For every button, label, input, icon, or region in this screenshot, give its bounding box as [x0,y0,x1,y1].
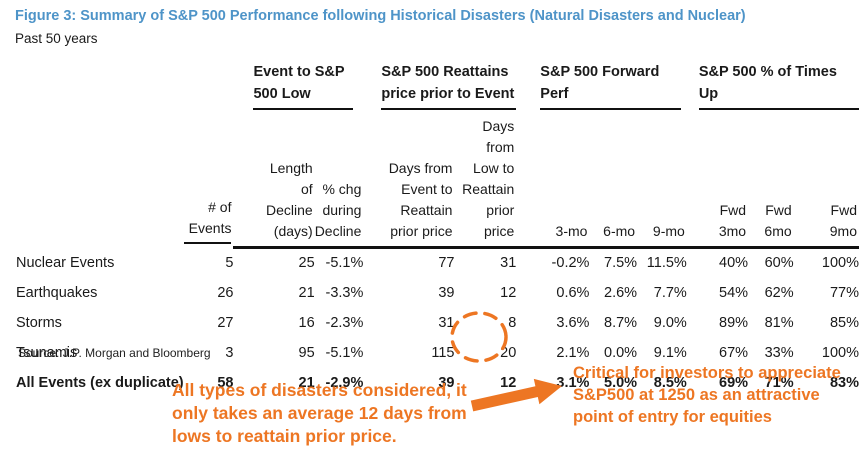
cell: -2.3% [325,314,364,331]
cell: 11.5% [646,255,687,272]
group-header-reattains: S&P 500 Reattains price prior to Event [363,55,517,110]
col-header-fwd-6mo: Fwd 6mo [748,110,794,249]
table-row-all-events: All Events (ex duplicate) 58 21 -2.9% 39… [16,368,859,398]
cell: -3.3% [325,284,364,301]
col-header-num-events: # of Events [183,110,234,248]
cell: 5.0% [604,374,638,391]
table-row-earthquakes: Earthquakes 26 21 -3.3% 39 12 0.6% 2.6% … [16,278,859,308]
group-header-row: Event to S&P 500 Low S&P 500 Reattains p… [16,55,859,110]
group-header-event-to-low: Event to S&P 500 Low [233,55,363,110]
cell: 69% [719,374,749,391]
cell: 9.0% [653,314,687,331]
cell: 8 [508,314,517,331]
column-header-spacer [16,110,184,248]
cell: -0.2% [551,255,590,272]
cell: 62% [764,284,794,301]
col-header-6mo: 6-mo [589,110,638,249]
cell: 25 [298,255,315,272]
cell: 71% [764,374,794,391]
cell: 60% [764,255,794,272]
cell: 33% [764,344,794,361]
cell: 39 [438,284,455,301]
cell: 12 [500,284,517,301]
cell: 21 [298,284,315,301]
cell: 115 [431,344,455,361]
col-header-length-decline: Length of Decline (days) [233,110,315,249]
cell: 0.6% [556,284,590,301]
performance-table: Event to S&P 500 Low S&P 500 Reattains p… [16,55,859,398]
col-header-fwd-3mo: Fwd 3mo [686,110,749,249]
cell: 67% [719,344,749,361]
cell: 3 [225,344,234,361]
row-label: Tsunamis [16,344,78,361]
group-header-forward-perf: S&P 500 Forward Perf [516,55,687,110]
annotation-left-note: All types of disasters considered, it on… [172,380,467,446]
cell: 9.1% [653,344,687,361]
cell: 0.0% [604,344,638,361]
cell: 77% [829,284,859,301]
row-label: Storms [16,314,62,331]
col-header-fwd-9mo: Fwd 9mo [793,110,859,249]
cell: 8.7% [604,314,638,331]
cell: -5.1% [325,344,364,361]
cell: 100% [821,255,859,272]
col-header-pct-chg-decline: % chg during Decline [314,110,364,249]
cell: 95 [298,344,315,361]
row-label: Nuclear Events [16,254,115,271]
cell: 100% [821,344,859,361]
group-header-spacer [16,55,233,110]
figure-title: Figure 3: Summary of S&P 500 Performance… [15,8,746,24]
figure-subtitle: Past 50 years [15,31,98,46]
cell: 3.1% [556,374,590,391]
group-header-pct-times-up: S&P 500 % of Times Up [687,55,859,110]
source-note: Source: J.P. Morgan and Bloomberg [18,346,211,360]
cell: 2.1% [556,344,590,361]
cell: 26 [217,284,234,301]
cell: 7.7% [653,284,687,301]
cell: 3.6% [556,314,590,331]
cell: 8.5% [653,374,687,391]
cell: 2.6% [604,284,638,301]
cell: 20 [500,344,517,361]
cell: 54% [719,284,749,301]
cell: -5.1% [325,255,364,272]
col-header-days-event-reattain: Days from Event to Reattain prior price [363,110,455,249]
cell: 31 [500,255,517,272]
cell: 77 [438,255,455,272]
table-row-nuclear-events: Nuclear Events 5 25 -5.1% 77 31 -0.2% 7.… [16,248,859,278]
annotation-right-note: Critical for investors to appreciate S&P… [573,364,841,426]
cell: 39 [438,374,455,391]
cell: 31 [438,314,455,331]
cell: 89% [719,314,749,331]
cell: 58 [217,374,234,391]
cell: 85% [829,314,859,331]
col-header-3mo: 3-mo [516,110,590,249]
cell: 83% [829,374,859,391]
cell: 21 [298,374,315,391]
cell: 5 [225,254,234,271]
col-header-9mo: 9-mo [637,110,687,249]
cell: 16 [298,314,315,331]
cell: -2.9% [325,374,364,391]
table-row-storms: Storms 27 16 -2.3% 31 8 3.6% 8.7% 9.0% 8… [16,308,859,338]
cell: 27 [217,314,234,331]
cell: 81% [764,314,794,331]
cell: 40% [719,255,749,272]
cell: 7.5% [604,255,638,272]
col-header-days-low-reattain: Days from Low to Reattain prior price [454,110,517,249]
row-label: All Events (ex duplicate) [16,374,184,391]
row-label: Earthquakes [16,284,98,301]
column-header-row: # of Events Length of Decline (days) % c… [16,110,859,249]
